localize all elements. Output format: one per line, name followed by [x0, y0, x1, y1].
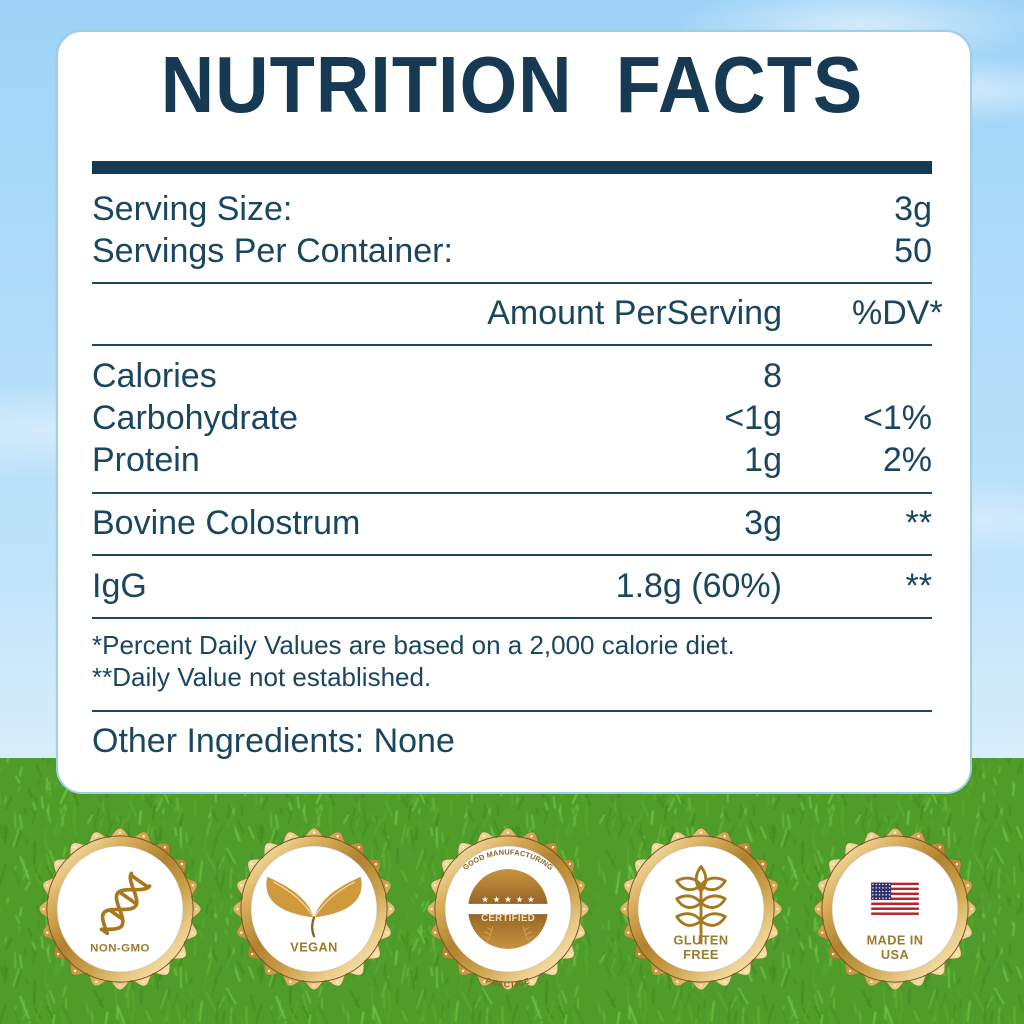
svg-text:GLUTEN: GLUTEN	[674, 932, 729, 947]
svg-text:USA: USA	[881, 947, 909, 962]
svg-text:FREE: FREE	[683, 947, 719, 962]
svg-text:MADE IN: MADE IN	[867, 932, 924, 947]
svg-text:VEGAN: VEGAN	[290, 940, 337, 955]
svg-text:CERTIFIED: CERTIFIED	[481, 913, 535, 924]
svg-text:NON-GMO: NON-GMO	[90, 943, 150, 955]
